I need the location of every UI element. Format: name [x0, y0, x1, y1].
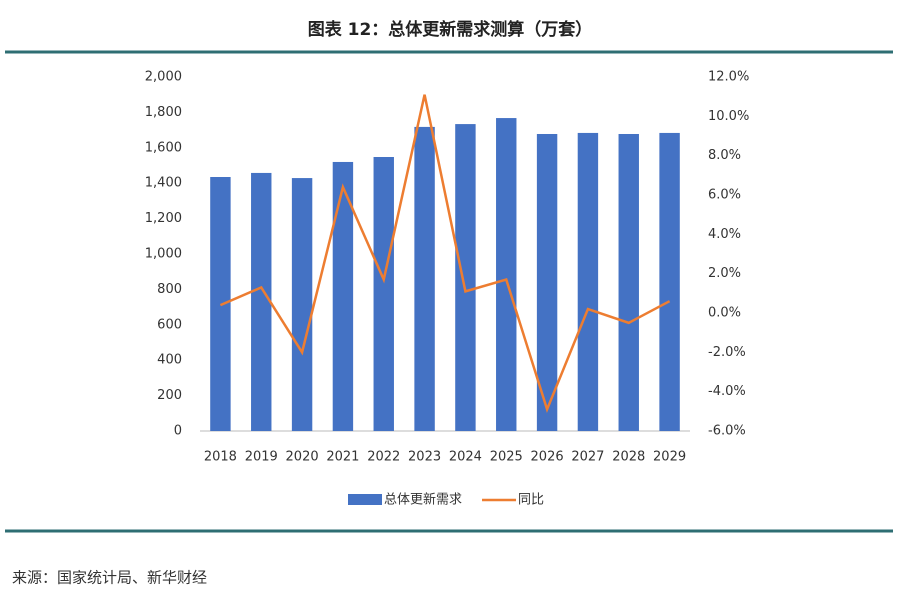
y2-tick-label: 10.0%	[708, 109, 749, 124]
bar	[618, 133, 639, 431]
source-note: 来源：国家统计局、新华财经	[12, 569, 207, 587]
y2-tick-label: 6.0%	[708, 188, 741, 203]
y2-tick-label: 4.0%	[708, 227, 741, 242]
legend-label: 同比	[518, 493, 544, 508]
bar	[536, 133, 558, 431]
bar	[373, 157, 394, 431]
bar	[455, 124, 476, 431]
x-tick-label: 2024	[449, 450, 482, 465]
x-tick-label: 2023	[408, 450, 441, 465]
y-tick-label: 2,000	[145, 70, 182, 85]
bar	[659, 132, 680, 431]
bar	[251, 172, 272, 431]
y2-tick-label: 0.0%	[708, 306, 741, 321]
x-tick-label: 2028	[612, 450, 645, 465]
y-tick-label: 600	[157, 317, 182, 332]
y2-tick-label: 12.0%	[708, 70, 749, 85]
y2-tick-label: -2.0%	[708, 345, 746, 360]
x-tick-label: 2022	[367, 450, 400, 465]
y-tick-label: 0	[174, 424, 182, 439]
y-tick-label: 200	[157, 388, 182, 403]
y-tick-label: 1,200	[145, 211, 182, 226]
bar	[291, 178, 313, 431]
y-tick-label: 1,000	[145, 247, 182, 262]
y-tick-label: 1,600	[145, 140, 182, 155]
x-tick-label: 2026	[531, 450, 564, 465]
x-tick-label: 2019	[245, 450, 278, 465]
legend-swatch	[348, 494, 382, 505]
y-tick-label: 800	[157, 282, 182, 297]
x-tick-label: 2018	[204, 450, 237, 465]
y2-tick-label: -4.0%	[708, 384, 746, 399]
y-tick-label: 400	[157, 353, 182, 368]
bar	[496, 118, 517, 432]
bar	[414, 126, 435, 431]
line	[219, 94, 671, 414]
y2-tick-label: 2.0%	[708, 266, 741, 281]
x-tick-label: 2020	[286, 450, 319, 465]
y2-tick-label: -6.0%	[708, 424, 746, 439]
x-tick-label: 2025	[490, 450, 523, 465]
y2-tick-label: 8.0%	[708, 148, 741, 163]
y-tick-label: 1,800	[145, 105, 182, 120]
x-tick-label: 2029	[653, 450, 686, 465]
chart-title: 图表 12：总体更新需求测算（万套）	[308, 19, 593, 40]
x-tick-label: 2027	[571, 450, 604, 465]
bar	[332, 161, 354, 431]
bar	[577, 132, 599, 431]
x-tick-label: 2021	[326, 450, 359, 465]
legend-label: 总体更新需求	[384, 492, 462, 508]
y-tick-label: 1,400	[145, 176, 182, 191]
